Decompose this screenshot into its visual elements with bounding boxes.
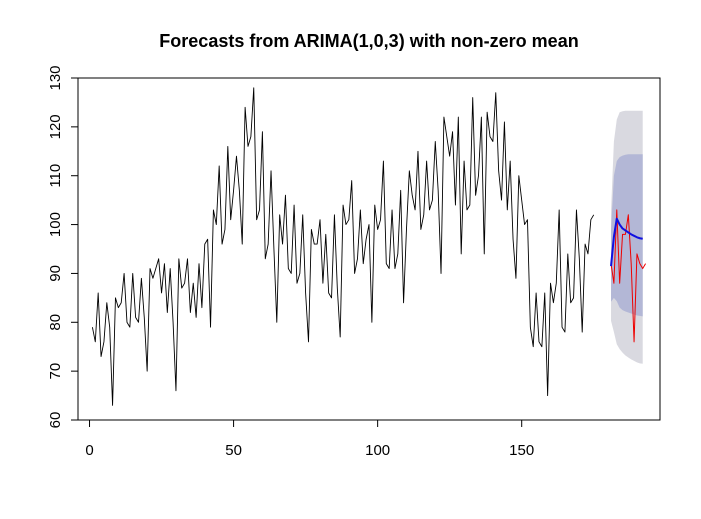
y-axis: 60 70 80 90 100 110 120 130 (47, 65, 79, 429)
y-tick-label: 90 (47, 265, 64, 282)
plot-frame (77, 77, 661, 421)
x-tick-label: 100 (365, 442, 390, 459)
prediction-intervals (611, 110, 643, 364)
y-tick-label: 120 (47, 114, 64, 139)
x-tick-label: 150 (509, 442, 534, 459)
forecast-mean-line (610, 217, 643, 267)
x-tick-label: 0 (85, 442, 93, 459)
observed-line (91, 87, 595, 406)
y-tick-label: 80 (47, 314, 64, 331)
y-tick-label: 70 (47, 363, 64, 380)
y-tick-label: 130 (47, 65, 64, 90)
y-tick-label: 60 (47, 412, 64, 429)
y-tick-label: 100 (47, 212, 64, 237)
y-tick-label: 110 (47, 164, 64, 188)
actual-future-line (610, 209, 647, 343)
x-tick-label: 50 (225, 442, 242, 459)
chart-title: Forecasts from ARIMA(1,0,3) with non-zer… (159, 31, 578, 51)
x-axis: 0 50 100 150 (85, 419, 534, 459)
series-layer (91, 87, 647, 406)
